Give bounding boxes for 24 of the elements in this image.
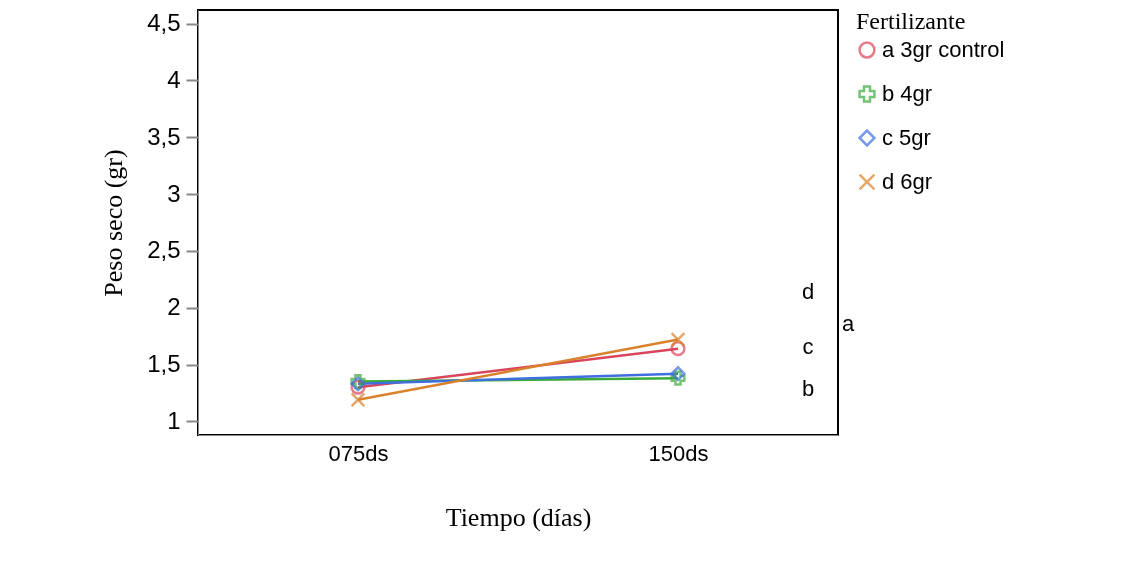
legend-label: d 6gr <box>882 169 933 194</box>
x-axis-title: Tiempo (días) <box>445 502 592 532</box>
y-tick-label: 4,5 <box>147 9 181 37</box>
y-tick-label: 1 <box>167 406 181 434</box>
x-tick-label: 075ds <box>328 440 389 466</box>
y-tick-label: 2 <box>167 293 181 321</box>
annotation: d <box>801 279 815 304</box>
y-tick-label: 4 <box>167 65 181 93</box>
legend-label: c 5gr <box>882 125 931 150</box>
legend-label: b 4gr <box>882 81 933 106</box>
y-tick-label: 2,5 <box>147 236 181 264</box>
y-axis-title: Peso seco (gr) <box>99 149 129 297</box>
point <box>670 366 686 382</box>
annotation: b <box>801 376 815 401</box>
legend-title: Fertilizante <box>856 8 966 34</box>
y-tick-label: 3,5 <box>147 122 181 150</box>
point <box>350 392 366 408</box>
x-tick-label: 150ds <box>648 440 709 466</box>
text: a <box>841 311 855 336</box>
annotation: c <box>802 334 814 359</box>
legend-label: a 3gr control <box>882 37 1005 62</box>
y-tick-label: 3 <box>167 179 181 207</box>
y-tick-label: 1,5 <box>147 350 181 378</box>
point <box>670 331 686 348</box>
